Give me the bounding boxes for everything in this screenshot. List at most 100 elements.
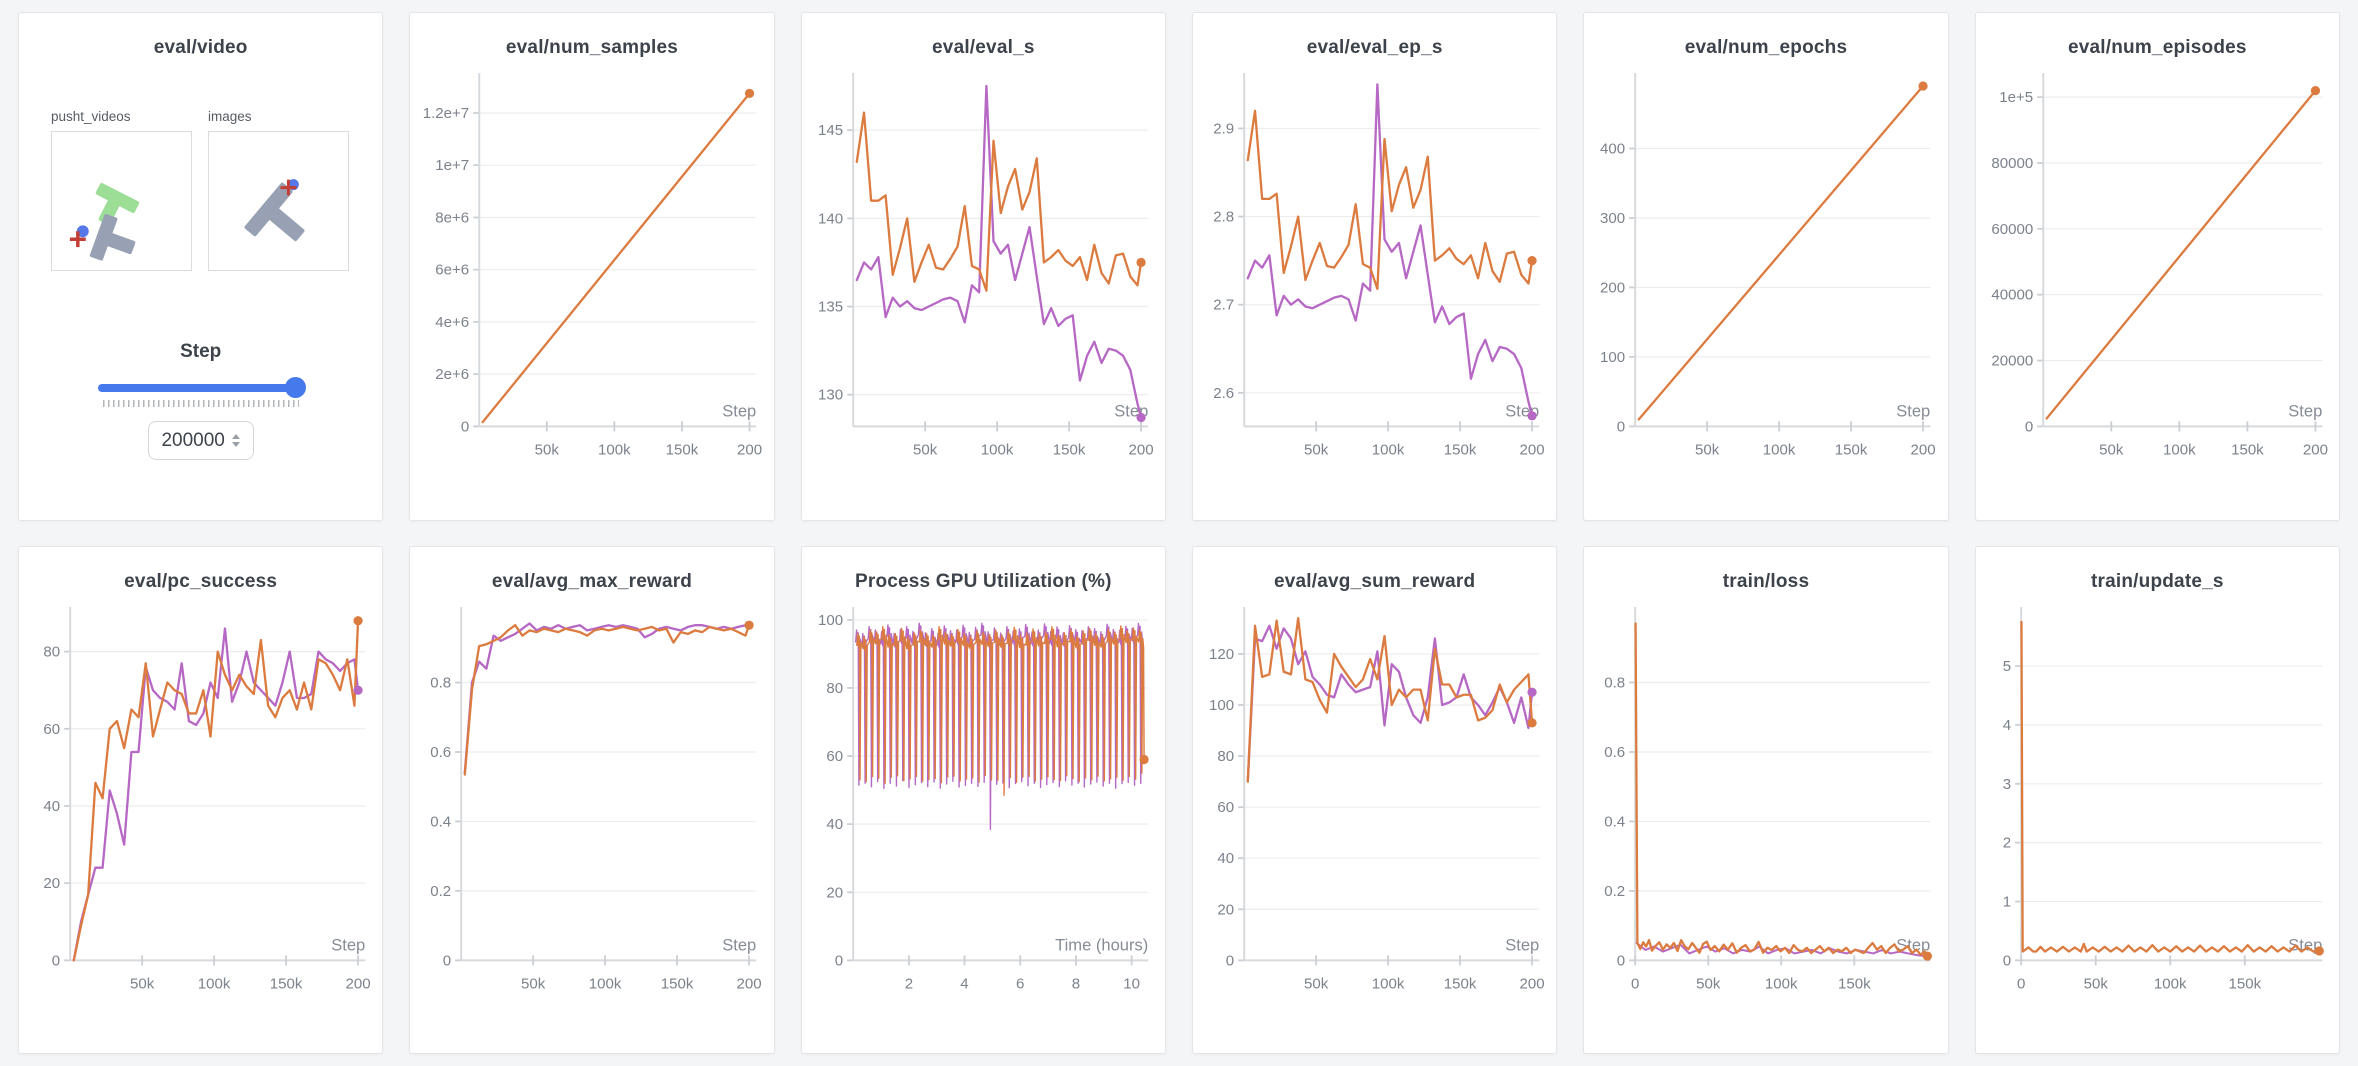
- step-input[interactable]: 200000: [147, 421, 254, 460]
- svg-text:120: 120: [1209, 645, 1234, 662]
- chart-panel-train-update-s[interactable]: train/update_s 0 1 2 3 4 5 0 50k 100k 150k Step: [1974, 545, 2340, 1054]
- svg-text:4: 4: [960, 975, 968, 992]
- svg-text:0: 0: [1631, 975, 1639, 992]
- media-thumbnails: pusht_videos: [19, 59, 382, 271]
- svg-text:2.7: 2.7: [1213, 297, 1234, 314]
- pusht-video-thumbnail[interactable]: [51, 131, 192, 271]
- svg-text:6e+6: 6e+6: [436, 262, 470, 279]
- svg-text:3: 3: [2002, 775, 2010, 792]
- pusht-videos-column: pusht_videos: [51, 109, 192, 271]
- line-chart-svg[interactable]: 0 1 2 3 4 5 0 50k 100k 150k Step: [1981, 599, 2334, 1021]
- panel-title: Process GPU Utilization (%): [854, 570, 1112, 592]
- svg-text:10: 10: [1123, 975, 1140, 992]
- line-chart[interactable]: 0 20 40 60 80 100 120 50k 100k 150k 200 Step: [1193, 599, 1556, 1021]
- line-chart-svg[interactable]: 0 20 40 60 80 50k 100k 150k 200 Step: [24, 599, 377, 1021]
- images-thumbnail[interactable]: [208, 131, 349, 271]
- stepper-arrows[interactable]: [231, 434, 240, 447]
- slider-thumb[interactable]: [285, 377, 307, 398]
- media-panel-eval-video[interactable]: eval/video pusht_videos: [18, 12, 384, 521]
- svg-text:1e+7: 1e+7: [436, 157, 470, 174]
- svg-text:Step: Step: [723, 935, 757, 954]
- svg-text:0: 0: [461, 418, 469, 435]
- line-chart[interactable]: 0 2e+6 4e+6 6e+6 8e+6 1e+7 1.2e+7 50k 100k 150k 20…: [410, 65, 773, 487]
- svg-text:100k: 100k: [598, 441, 631, 458]
- svg-text:1e+5: 1e+5: [1999, 89, 2033, 106]
- svg-text:200: 200: [1519, 441, 1544, 458]
- panel-title: eval/avg_sum_reward: [1274, 570, 1476, 592]
- svg-text:150k: 150k: [661, 975, 694, 992]
- chart-panel-eval-num-epochs[interactable]: eval/num_epochs 0 100 200 300 400 50k 100k 150k…: [1583, 12, 1949, 521]
- step-slider[interactable]: [98, 377, 307, 398]
- line-chart-svg[interactable]: 0 20000 40000 60000 80000 1e+5 50k 100k 150k 200 S…: [1981, 65, 2334, 487]
- line-chart[interactable]: 0 20 40 60 80 100 2 4 6 8 10 Time (hours): [802, 599, 1165, 1021]
- svg-text:50k: 50k: [1696, 975, 1721, 992]
- svg-text:400: 400: [1600, 141, 1625, 158]
- svg-text:40: 40: [1217, 850, 1234, 867]
- svg-text:0: 0: [1226, 952, 1234, 969]
- line-chart[interactable]: 0 100 200 300 400 50k 100k 150k 200 Step: [1584, 65, 1947, 487]
- slider-tick-marks: [102, 400, 299, 407]
- svg-text:1: 1: [2002, 893, 2010, 910]
- line-chart[interactable]: 0 20000 40000 60000 80000 1e+5 50k 100k 150k 200 S…: [1976, 65, 2339, 487]
- svg-text:200: 200: [345, 975, 370, 992]
- chart-panel-eval-eval-s[interactable]: eval/eval_s 130 135 140 145 50k 100k 150k 200 St…: [800, 12, 1166, 521]
- line-chart-svg[interactable]: 0 0.2 0.4 0.6 0.8 50k 100k 150k 200 Step: [415, 599, 768, 1021]
- chart-panel-eval-avg-sum-reward[interactable]: eval/avg_sum_reward 0 20 40 60 80 100 120 50k 10…: [1192, 545, 1558, 1054]
- svg-text:130: 130: [818, 387, 843, 404]
- svg-text:150k: 150k: [2231, 441, 2264, 458]
- svg-text:1.2e+7: 1.2e+7: [423, 105, 469, 122]
- svg-text:200: 200: [737, 441, 762, 458]
- chart-panel-eval-eval-ep-s[interactable]: eval/eval_ep_s 2.6 2.7 2.8 2.9 50k 100k 150k 20…: [1192, 12, 1558, 521]
- chart-panel-eval-avg-max-reward[interactable]: eval/avg_max_reward 0 0.2 0.4 0.6 0.8 50k 100k…: [409, 545, 775, 1054]
- step-down-icon[interactable]: [231, 442, 240, 447]
- chart-panel-eval-num-episodes[interactable]: eval/num_episodes 0 20000 40000 60000 80000 1…: [1974, 12, 2340, 521]
- line-chart[interactable]: 130 135 140 145 50k 100k 150k 200 Step: [802, 65, 1165, 487]
- svg-text:100k: 100k: [198, 975, 231, 992]
- media-key-label: pusht_videos: [51, 109, 131, 124]
- svg-text:140: 140: [818, 210, 843, 227]
- line-chart-svg[interactable]: 0 20 40 60 80 100 120 50k 100k 150k 200 Step: [1198, 599, 1551, 1021]
- svg-text:40000: 40000: [1991, 287, 2033, 304]
- svg-text:0: 0: [443, 952, 451, 969]
- line-chart[interactable]: 0 0.2 0.4 0.6 0.8 50k 100k 150k 200 Step: [410, 599, 773, 1021]
- svg-text:2.6: 2.6: [1213, 385, 1234, 402]
- svg-text:100: 100: [1600, 349, 1625, 366]
- svg-text:50k: 50k: [2099, 441, 2124, 458]
- svg-text:6: 6: [1016, 975, 1024, 992]
- panel-title: eval/eval_s: [932, 37, 1035, 58]
- step-up-icon[interactable]: [231, 434, 240, 439]
- chart-panel-train-loss[interactable]: train/loss 0 0.2 0.4 0.6 0.8 0 50k 100k 150k Step: [1583, 545, 1949, 1054]
- chart-panel-process-gpu-utilization[interactable]: Process GPU Utilization (%) 0 20 40 60 80 100…: [800, 545, 1166, 1054]
- panel-title: eval/num_samples: [505, 37, 679, 58]
- line-chart-svg[interactable]: 0 2e+6 4e+6 6e+6 8e+6 1e+7 1.2e+7 50k 100k 150k 20…: [415, 65, 768, 487]
- svg-text:60: 60: [43, 720, 60, 737]
- svg-text:100k: 100k: [980, 441, 1013, 458]
- panel-title: eval/num_episodes: [2067, 37, 2247, 58]
- svg-text:150k: 150k: [2228, 975, 2261, 992]
- svg-text:60000: 60000: [1991, 221, 2033, 238]
- line-chart-svg[interactable]: 0 100 200 300 400 50k 100k 150k 200 Step: [1589, 65, 1942, 487]
- line-chart[interactable]: 2.6 2.7 2.8 2.9 50k 100k 150k 200 Step: [1193, 65, 1556, 487]
- svg-text:100k: 100k: [1763, 441, 1796, 458]
- chart-panel-eval-pc-success[interactable]: eval/pc_success 0 20 40 60 80 50k 100k 150k 200 S…: [18, 545, 384, 1054]
- chart-panel-eval-num-samples[interactable]: eval/num_samples 0 2e+6 4e+6 6e+6 8e+6 1e+7 1.…: [409, 12, 775, 521]
- svg-text:150k: 150k: [1444, 975, 1477, 992]
- svg-text:200: 200: [1911, 441, 1936, 458]
- svg-text:20: 20: [1217, 901, 1234, 918]
- line-chart[interactable]: 0 20 40 60 80 50k 100k 150k 200 Step: [19, 599, 382, 1021]
- svg-text:200: 200: [2303, 441, 2328, 458]
- svg-text:60: 60: [1217, 799, 1234, 816]
- svg-text:4e+6: 4e+6: [436, 314, 470, 331]
- svg-text:100k: 100k: [2154, 975, 2187, 992]
- line-chart-svg[interactable]: 0 20 40 60 80 100 2 4 6 8 10 Time (hours): [807, 599, 1160, 1021]
- slider-track[interactable]: [98, 384, 304, 392]
- svg-text:0: 0: [2024, 418, 2032, 435]
- svg-text:2e+6: 2e+6: [436, 366, 470, 383]
- svg-text:135: 135: [818, 299, 843, 316]
- line-chart[interactable]: 0 0.2 0.4 0.6 0.8 0 50k 100k 150k Step: [1584, 599, 1947, 1021]
- line-chart[interactable]: 0 1 2 3 4 5 0 50k 100k 150k Step: [1976, 599, 2339, 1021]
